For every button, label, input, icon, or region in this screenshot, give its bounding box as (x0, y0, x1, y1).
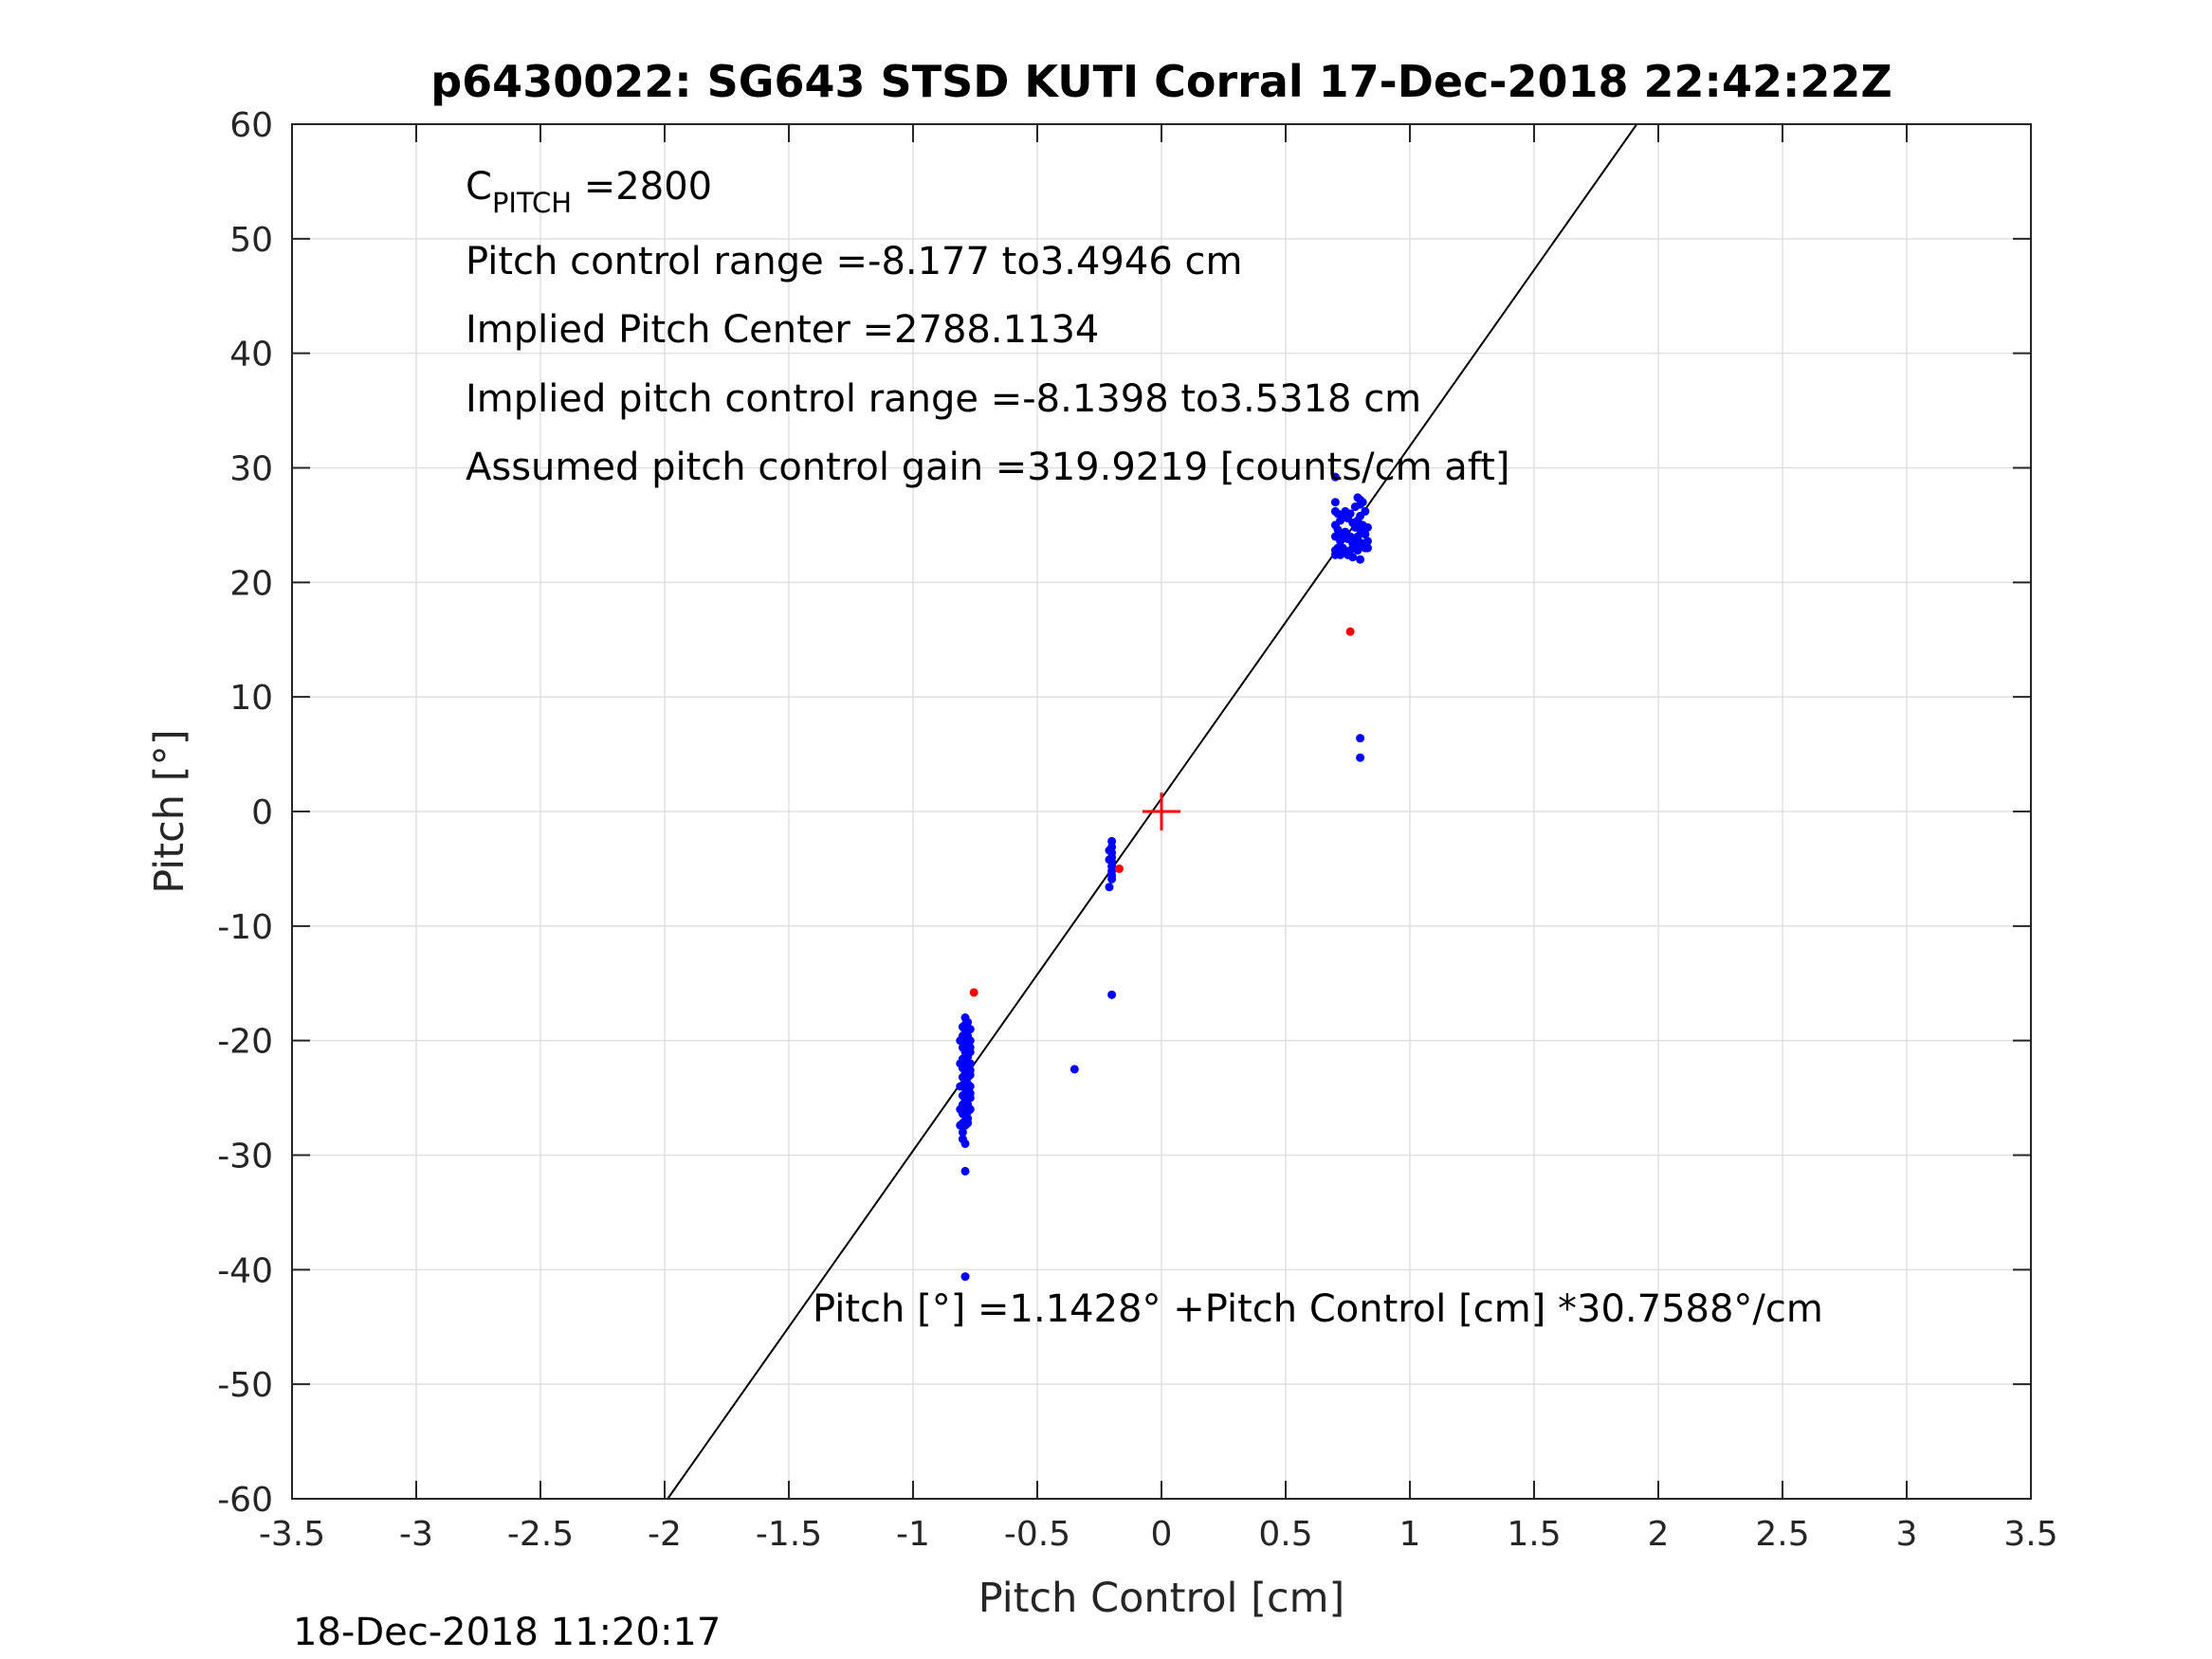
data-point (965, 1082, 975, 1091)
x-tick-label: 2 (1648, 1515, 1670, 1554)
y-tick-label: 50 (229, 221, 273, 260)
data-point (1105, 855, 1114, 865)
y-tick-label: -30 (217, 1138, 273, 1176)
c-pitch-subscript: PITCH (492, 187, 572, 219)
c-pitch-value: =2800 (572, 165, 712, 209)
data-point (1356, 734, 1365, 743)
data-point (1361, 530, 1370, 539)
x-tick-label: -3 (399, 1515, 433, 1554)
y-tick-labels: -60 -50 -40 -30 -20 -10 0 10 20 30 40 50 60 (217, 106, 273, 1520)
y-tick-label: 60 (229, 106, 273, 145)
data-point (1362, 543, 1372, 553)
y-tick-label: 40 (229, 336, 273, 374)
y-tick-label: -10 (217, 908, 273, 947)
data-point (1069, 1065, 1079, 1074)
x-tick-label: 2.5 (1755, 1515, 1809, 1554)
x-tick-label: -0.5 (1004, 1515, 1070, 1554)
x-tick-label: 0.5 (1258, 1515, 1312, 1554)
plot-frame (291, 123, 2032, 1500)
flagged-data-point (1345, 627, 1355, 636)
x-tick-label: -2 (648, 1515, 682, 1554)
x-tick-label: 1.5 (1507, 1515, 1561, 1554)
data-point (956, 1082, 965, 1091)
assumed-gain-annotation: Assumed pitch control gain =319.9219 [co… (466, 446, 1509, 489)
y-axis-label: Pitch [°] (146, 729, 193, 893)
data-point (965, 1043, 975, 1052)
x-tick-label: -3.5 (259, 1515, 325, 1554)
center-marker-layer (1143, 793, 1180, 830)
data-point (958, 1043, 967, 1052)
data-point (956, 1104, 965, 1114)
data-point (965, 1059, 975, 1068)
x-tick-label: 0 (1151, 1515, 1173, 1554)
x-tick-label: 3.5 (2003, 1515, 2057, 1554)
x-tick-label: 3 (1896, 1515, 1918, 1554)
chart-title: p6430022: SG643 STSD KUTI Corral 17-Dec-… (430, 56, 1892, 107)
data-point (1330, 498, 1340, 507)
y-tick-label: -50 (217, 1366, 273, 1405)
data-point (1105, 846, 1114, 855)
data-point (1345, 509, 1355, 519)
data-point (956, 1036, 965, 1046)
fit-equation-annotation: Pitch [°] =1.1428° +Pitch Control [cm] *… (813, 1287, 1823, 1331)
y-tick-label: -20 (217, 1023, 273, 1062)
data-point (960, 1093, 970, 1103)
data-point (1330, 472, 1340, 482)
flagged-data-point (969, 988, 978, 997)
c-pitch-annotation: CPITCH =2800 (466, 165, 712, 219)
data-point (965, 1025, 975, 1034)
data-point (1345, 532, 1355, 541)
data-point (965, 1104, 975, 1114)
x-tick-labels: -3.5 -3 -2.5 -2 -1.5 -1 -0.5 0 0.5 1 1.5 2 2.5 3 3.5 (259, 1515, 2058, 1554)
data-point (1362, 522, 1372, 532)
y-tick-label: 0 (251, 793, 273, 832)
implied-range-annotation: Implied pitch control range =-8.1398 to3… (466, 377, 1421, 421)
data-point (1353, 534, 1362, 543)
annotations: CPITCH =2800 Pitch control range =-8.177… (466, 165, 1823, 1331)
plot-area (291, 123, 2032, 1500)
data-point (965, 1066, 975, 1075)
data-point (1356, 511, 1365, 520)
data-point (1330, 506, 1340, 516)
data-point (960, 1053, 970, 1063)
x-tick-label: 1 (1399, 1515, 1421, 1554)
control-range-annotation: Pitch control range =-8.177 to3.4946 cm (466, 240, 1242, 283)
x-tick-label: -1 (896, 1515, 930, 1554)
footer-timestamp: 18-Dec-2018 11:20:17 (293, 1611, 721, 1654)
x-tick-label: -1.5 (756, 1515, 822, 1554)
data-point (1353, 541, 1362, 551)
y-tick-label: 20 (229, 564, 273, 603)
data-points (956, 472, 1372, 1282)
data-point (956, 1059, 965, 1068)
data-point (960, 1076, 970, 1085)
data-point (1362, 537, 1372, 546)
implied-center-annotation: Implied Pitch Center =2788.1134 (466, 308, 1099, 352)
data-point (1356, 495, 1365, 504)
data-point (1336, 537, 1345, 546)
data-point (1356, 753, 1365, 762)
x-tick-label: -2.5 (507, 1515, 574, 1554)
data-point (1356, 555, 1365, 564)
data-point (1330, 550, 1340, 559)
y-tick-label: 10 (229, 679, 273, 718)
c-pitch-symbol: C (466, 165, 492, 209)
data-point (1107, 990, 1117, 999)
data-point (960, 1139, 970, 1148)
y-tick-label: 30 (229, 450, 273, 489)
data-point (1348, 553, 1358, 562)
data-point (958, 1022, 967, 1031)
data-point (958, 1127, 967, 1137)
data-point (965, 1036, 975, 1046)
flagged-data-point (1114, 864, 1124, 873)
x-axis-label: Pitch Control [cm] (978, 1575, 1345, 1622)
data-point (1107, 874, 1117, 884)
data-point (956, 1121, 965, 1130)
data-point (1105, 883, 1114, 892)
data-point (960, 1166, 970, 1176)
y-tick-label: -60 (217, 1481, 273, 1520)
y-tick-label: -40 (217, 1251, 273, 1290)
data-point (960, 1272, 970, 1282)
